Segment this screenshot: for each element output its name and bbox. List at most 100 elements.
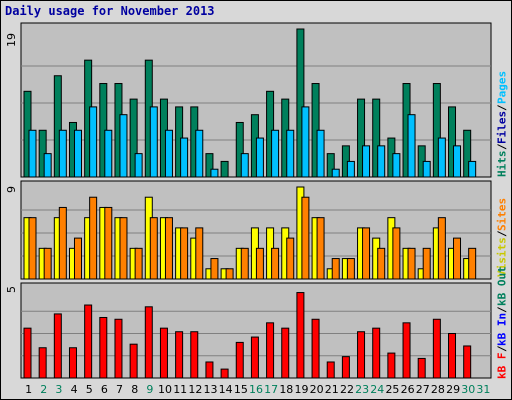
x-tick-label: 27 <box>416 383 430 396</box>
bar-pages <box>437 137 446 178</box>
x-tick-label: 30 <box>461 383 475 396</box>
bar-sites <box>43 247 52 280</box>
bar-pages <box>89 106 98 178</box>
bar-pages <box>392 153 401 178</box>
bar-pages <box>180 137 189 178</box>
bar-kb-f <box>326 361 335 379</box>
bar-kb-f <box>402 322 411 379</box>
bar-hits <box>357 98 366 178</box>
x-tick-label: 12 <box>188 383 202 396</box>
bar-kb-f <box>372 327 381 379</box>
bar-sites <box>89 196 98 280</box>
bar-kb-f <box>84 304 93 379</box>
bar-pages <box>377 145 386 178</box>
bar-kb-f <box>432 318 441 379</box>
bar-kb-f <box>144 306 153 379</box>
x-tick-label: 25 <box>385 383 399 396</box>
bar-kb-f <box>311 318 320 379</box>
bar-hits <box>129 98 138 178</box>
bar-pages <box>104 129 113 178</box>
bar-sites <box>468 247 477 280</box>
bar-sites <box>392 227 401 280</box>
bar-sites <box>453 237 462 280</box>
x-tick-label: 13 <box>204 383 218 396</box>
bar-hits <box>463 129 472 178</box>
bar-sites <box>240 247 249 280</box>
bar-sites <box>407 247 416 280</box>
bar-kb-f <box>205 361 214 379</box>
bar-kb-f <box>159 327 168 379</box>
bar-pages <box>134 153 143 178</box>
bar-hits <box>448 106 457 178</box>
bar-pages <box>407 114 416 178</box>
bar-pages <box>58 129 67 178</box>
bar-kb-f <box>99 316 108 379</box>
bar-kb-f <box>190 331 199 379</box>
bar-kb-f <box>296 292 305 379</box>
bar-sites <box>422 247 431 280</box>
bar-hits <box>372 98 381 178</box>
bar-pages <box>210 168 219 178</box>
x-tick-label: 6 <box>101 383 108 396</box>
x-tick-label: 28 <box>431 383 445 396</box>
x-tick-label: 21 <box>325 383 339 396</box>
bar-sites <box>134 247 143 280</box>
bar-hits <box>220 160 229 178</box>
x-tick-label: 1 <box>25 383 32 396</box>
bar-pages <box>164 129 173 178</box>
bar-pages <box>316 129 325 178</box>
bar-pages <box>453 145 462 178</box>
bar-pages <box>346 160 355 178</box>
bar-kb-f <box>235 341 244 379</box>
x-tick-label: 2 <box>40 383 47 396</box>
bar-kb-f <box>281 327 290 379</box>
bar-hits <box>432 83 441 178</box>
bar-sites <box>301 196 310 280</box>
bar-sites <box>28 217 37 280</box>
bar-sites <box>362 227 371 280</box>
bar-pages <box>28 129 37 178</box>
bar-sites <box>316 217 325 280</box>
bar-kb-f <box>175 331 184 379</box>
x-tick-label: 23 <box>355 383 369 396</box>
bar-kb-f <box>68 347 77 379</box>
bar-sites <box>104 206 113 280</box>
bar-pages <box>331 168 340 178</box>
bar-sites <box>331 258 340 280</box>
x-tick-label: 29 <box>446 383 460 396</box>
bar-kb-f <box>220 368 229 379</box>
bar-sites <box>58 206 67 280</box>
chart-title: Daily usage for November 2013 <box>5 4 215 18</box>
bar-sites <box>164 217 173 280</box>
bar-sites <box>346 258 355 280</box>
x-tick-label: 20 <box>310 383 324 396</box>
bar-sites <box>255 247 264 280</box>
bar-sites <box>437 217 446 280</box>
bar-kb-f <box>417 357 426 379</box>
bar-pages <box>301 106 310 178</box>
x-tick-label: 31 <box>476 383 490 396</box>
bar-pages <box>271 129 280 178</box>
bar-sites <box>73 237 82 280</box>
bar-hits <box>205 153 214 178</box>
bar-pages <box>240 153 249 178</box>
bar-sites <box>210 258 219 280</box>
bar-kb-f <box>250 336 259 379</box>
x-tick-label: 11 <box>173 383 187 396</box>
bar-pages <box>255 137 264 178</box>
bar-kb-f <box>129 343 138 379</box>
bar-kb-f <box>387 352 396 379</box>
x-tick-label: 19 <box>294 383 308 396</box>
x-tick-label: 14 <box>219 383 233 396</box>
bar-sites <box>149 217 158 280</box>
x-tick-label: 7 <box>116 383 123 396</box>
x-tick-label: 9 <box>146 383 153 396</box>
x-tick-label: 22 <box>340 383 354 396</box>
x-tick-label: 4 <box>71 383 78 396</box>
bar-kb-f <box>357 331 366 379</box>
bar-sites <box>271 247 280 280</box>
x-tick-label: 15 <box>234 383 248 396</box>
bar-pages <box>468 160 477 178</box>
